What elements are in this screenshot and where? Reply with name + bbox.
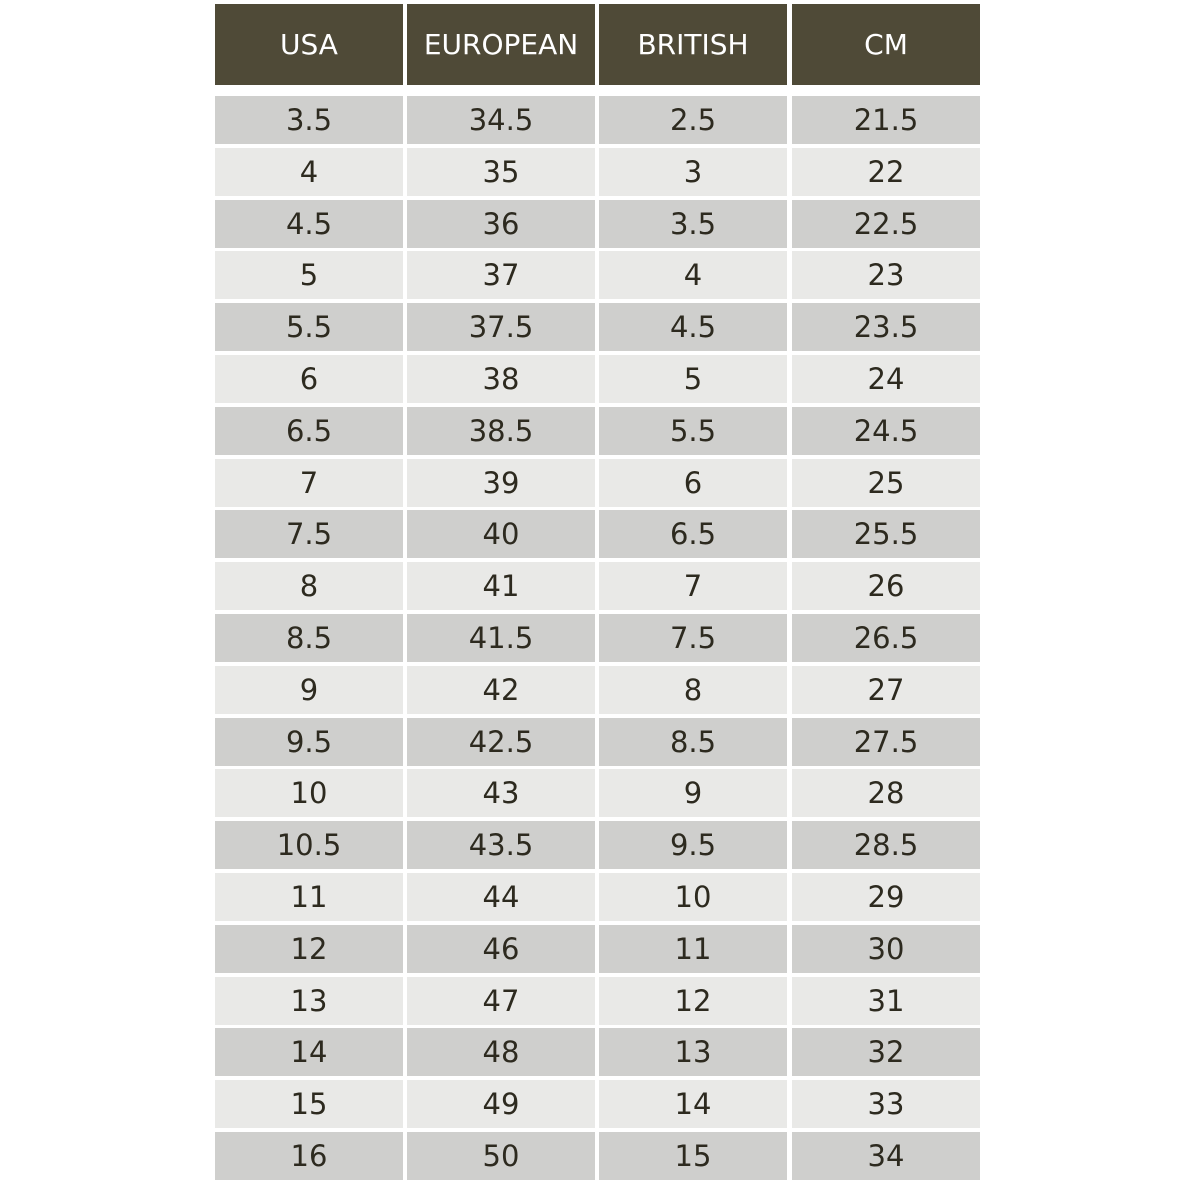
table-cell: 25	[792, 458, 980, 507]
table-cell: 8.5	[599, 717, 787, 766]
table-cell: 3.5	[215, 96, 403, 144]
table-cell: 13	[215, 976, 403, 1025]
table-cell: 38	[407, 355, 595, 403]
table-cell: 43	[407, 769, 595, 818]
table-cell: 26	[792, 562, 980, 611]
table-cell: 41.5	[407, 614, 595, 662]
table-cell: 4.5	[215, 199, 403, 248]
table-cell: 9	[215, 665, 403, 714]
table-cell: 4.5	[599, 303, 787, 352]
table-cell: 43.5	[407, 821, 595, 870]
table-cell: 28.5	[792, 821, 980, 870]
table-cell: 33	[792, 1080, 980, 1129]
table-cell: 42	[407, 665, 595, 714]
table-cell: 5	[599, 355, 787, 403]
table-cell: 7.5	[599, 614, 787, 662]
table-cell: 25.5	[792, 510, 980, 559]
table-cell: 30	[792, 924, 980, 973]
table-cell: 7.5	[215, 510, 403, 559]
table-cell: 4	[599, 251, 787, 300]
table-cell: 13	[599, 1028, 787, 1077]
table-cell: 10.5	[215, 821, 403, 870]
table-cell: 6.5	[215, 406, 403, 455]
table-cell: 12	[599, 976, 787, 1025]
table-cell: 15	[599, 1132, 787, 1180]
table-cell: 37	[407, 251, 595, 300]
table-cell: 46	[407, 924, 595, 973]
table-cell: 10	[215, 769, 403, 818]
table-cell: 48	[407, 1028, 595, 1077]
table-cell: 42.5	[407, 717, 595, 766]
table-cell: 37.5	[407, 303, 595, 352]
table-cell: 2.5	[599, 96, 787, 144]
table-cell: 9.5	[215, 717, 403, 766]
table-cell: 38.5	[407, 406, 595, 455]
table-cell: 7	[215, 458, 403, 507]
table-cell: 6	[599, 458, 787, 507]
table-cell: 50	[407, 1132, 595, 1180]
table-cell: 5.5	[215, 303, 403, 352]
table-cell: 44	[407, 873, 595, 921]
table-cell: 39	[407, 458, 595, 507]
table-cell: 10	[599, 873, 787, 921]
table-cell: 3	[599, 147, 787, 196]
table-cell: 49	[407, 1080, 595, 1129]
table-cell: 9	[599, 769, 787, 818]
header-cell: USA	[215, 4, 403, 85]
header-cell: CM	[792, 4, 980, 85]
table-cell: 11	[215, 873, 403, 921]
table-cell: 21.5	[792, 96, 980, 144]
table-cell: 32	[792, 1028, 980, 1077]
table-cell: 41	[407, 562, 595, 611]
table-cell: 9.5	[599, 821, 787, 870]
header-cell: BRITISH	[599, 4, 787, 85]
table-cell: 15	[215, 1080, 403, 1129]
table-cell: 35	[407, 147, 595, 196]
table-cell: 22.5	[792, 199, 980, 248]
table-cell: 8.5	[215, 614, 403, 662]
header-cell: EUROPEAN	[407, 4, 595, 85]
table-cell: 23.5	[792, 303, 980, 352]
table-cell: 8	[215, 562, 403, 611]
table-cell: 36	[407, 199, 595, 248]
table-cell: 4	[215, 147, 403, 196]
table-cell: 31	[792, 976, 980, 1025]
table-cell: 26.5	[792, 614, 980, 662]
table-cell: 27	[792, 665, 980, 714]
table-cell: 23	[792, 251, 980, 300]
table-cell: 34.5	[407, 96, 595, 144]
table-cell: 8	[599, 665, 787, 714]
table-cell: 6.5	[599, 510, 787, 559]
table-cell: 47	[407, 976, 595, 1025]
table-cell: 24.5	[792, 406, 980, 455]
table-cell: 16	[215, 1132, 403, 1180]
table-cell: 29	[792, 873, 980, 921]
table-cell: 27.5	[792, 717, 980, 766]
table-cell: 5	[215, 251, 403, 300]
table-cell: 40	[407, 510, 595, 559]
table-cell: 14	[599, 1080, 787, 1129]
table-cell: 3.5	[599, 199, 787, 248]
table-cell: 12	[215, 924, 403, 973]
table-cell: 24	[792, 355, 980, 403]
table-cell: 6	[215, 355, 403, 403]
table-cell: 11	[599, 924, 787, 973]
table-cell: 5.5	[599, 406, 787, 455]
table-cell: 28	[792, 769, 980, 818]
table-cell: 7	[599, 562, 787, 611]
table-cell: 34	[792, 1132, 980, 1180]
table-cell: 14	[215, 1028, 403, 1077]
table-cell: 22	[792, 147, 980, 196]
